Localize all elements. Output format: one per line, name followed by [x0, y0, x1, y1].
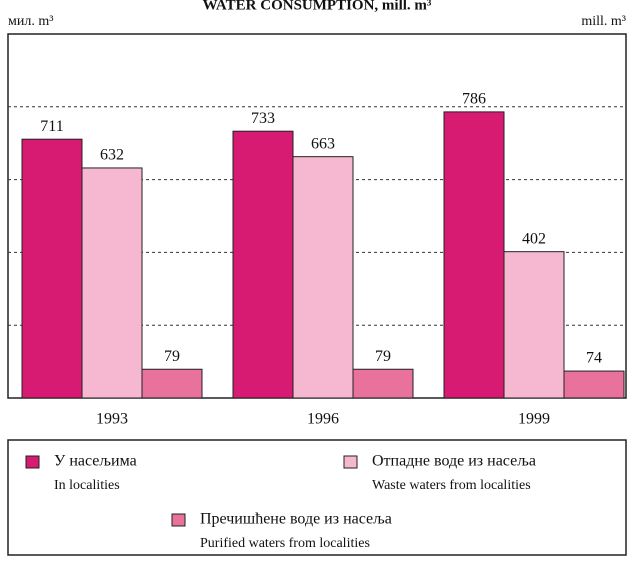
bar	[232, 130, 294, 399]
legend-label-en: In localities	[54, 478, 120, 493]
bar	[292, 156, 354, 399]
y-axis-label-left: мил. m³	[8, 14, 53, 29]
data-label: 79	[164, 348, 180, 365]
bar	[503, 251, 565, 399]
chart-title: WATER CONSUMPTION, mill. m³	[203, 0, 432, 13]
bar	[443, 111, 505, 399]
legend-swatch	[171, 513, 186, 527]
x-tick-label: 1993	[96, 411, 128, 428]
legend-label: Отпадне воде из насеља	[372, 453, 536, 470]
legend-label-en: Waste waters from localities	[372, 478, 531, 493]
legend-frame	[7, 439, 627, 556]
data-label: 663	[311, 135, 335, 152]
data-label: 74	[586, 350, 602, 367]
data-label: 786	[462, 91, 486, 108]
bar	[141, 368, 203, 399]
data-label: 79	[375, 348, 391, 365]
legend-label: Пречишћене воде из насеља	[200, 511, 392, 528]
data-label: 733	[251, 110, 275, 127]
legend-label-en: Purified waters from localities	[200, 536, 370, 551]
y-axis-label-right: mill. m³	[581, 14, 626, 29]
legend-swatch	[25, 455, 40, 469]
x-tick-label: 1999	[518, 411, 550, 428]
bar	[81, 167, 143, 399]
bar	[21, 138, 83, 399]
data-label: 711	[40, 118, 63, 135]
bar	[352, 368, 414, 399]
legend-label: У насељима	[54, 453, 137, 470]
legend-swatch	[343, 455, 358, 469]
bar	[563, 370, 625, 399]
data-label: 632	[100, 147, 124, 164]
x-tick-label: 1996	[307, 411, 339, 428]
data-label: 402	[522, 230, 546, 247]
